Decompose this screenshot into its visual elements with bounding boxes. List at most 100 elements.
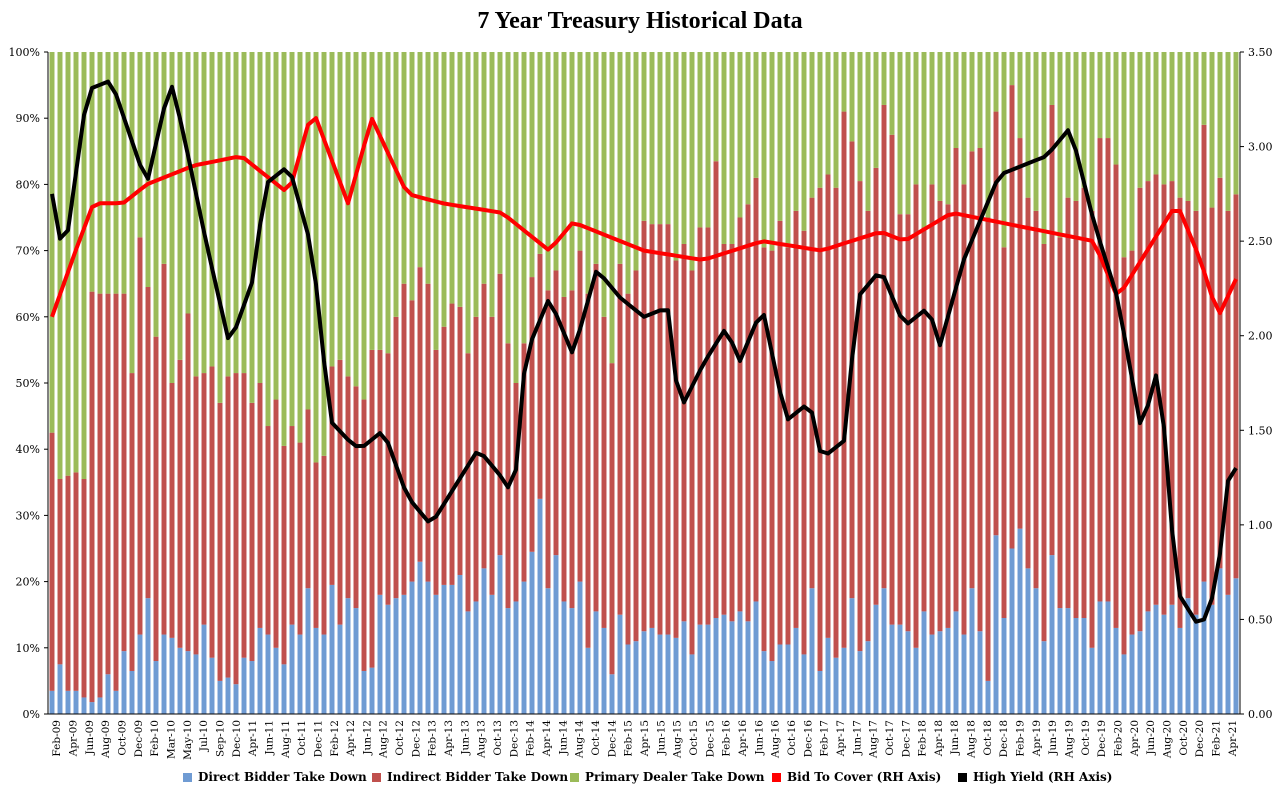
right-tick-label: 0.50: [1248, 613, 1273, 626]
bar-indirect: [81, 478, 87, 698]
bar-primary: [1193, 52, 1199, 211]
bar-direct: [1017, 528, 1023, 714]
bar-direct: [657, 634, 663, 714]
legend-label: High Yield (RH Axis): [973, 770, 1113, 784]
bar-primary: [553, 52, 559, 271]
bar-direct: [1217, 568, 1223, 714]
bar-indirect: [1145, 181, 1151, 612]
bar-indirect: [185, 313, 191, 652]
bar-direct: [273, 647, 279, 714]
bar-primary: [313, 52, 319, 463]
bar-direct: [369, 667, 375, 714]
bar-direct: [321, 634, 327, 714]
bar-direct: [1033, 588, 1039, 714]
bar-primary: [209, 52, 215, 367]
bar-indirect: [817, 187, 823, 671]
bar-indirect: [737, 217, 743, 612]
bar-direct: [1097, 601, 1103, 714]
bar-primary: [633, 52, 639, 271]
axes-layer: 0% 10% 20% 30% 40% 50% 60% 70% 80% 90% 100% 0.00 0.5…: [9, 46, 1273, 760]
bar-primary: [841, 52, 847, 112]
bar-direct: [1113, 627, 1119, 714]
bar-indirect: [497, 273, 503, 556]
bar-direct: [1185, 598, 1191, 714]
bar-primary: [393, 52, 399, 317]
bar-direct: [81, 697, 87, 714]
bar-primary: [121, 52, 127, 294]
bar-primary: [281, 52, 287, 446]
bar-primary: [1113, 52, 1119, 165]
bar-direct: [561, 601, 567, 714]
bar-primary: [777, 52, 783, 221]
bar-direct: [241, 657, 247, 714]
chart: 0% 10% 20% 30% 40% 50% 60% 70% 80% 90% 100% 0.00 0.5…: [9, 46, 1273, 760]
bar-direct: [313, 627, 319, 714]
bar-primary: [1161, 52, 1167, 185]
bar-direct: [201, 624, 207, 714]
left-tick-label: 90%: [16, 112, 40, 125]
bar-direct: [193, 654, 199, 714]
bar-indirect: [665, 224, 671, 635]
bar-indirect: [289, 426, 295, 625]
bar-primary: [673, 52, 679, 261]
bar-primary: [201, 52, 207, 374]
bar-primary: [473, 52, 479, 317]
bar-indirect: [89, 291, 95, 703]
bar-indirect: [617, 263, 623, 615]
bar-primary: [1185, 52, 1191, 201]
bar-direct: [961, 634, 967, 714]
x-tick-label: Dec-13: [508, 720, 520, 757]
bar-primary: [377, 52, 383, 350]
bar-indirect: [625, 293, 631, 645]
bar-indirect: [977, 147, 983, 632]
bar-indirect: [513, 383, 519, 602]
bar-indirect: [857, 181, 863, 652]
bar-direct: [817, 670, 823, 714]
bar-indirect: [161, 263, 167, 635]
bar-direct: [969, 588, 975, 714]
left-tick-label: 0%: [23, 708, 40, 721]
bar-indirect: [265, 426, 271, 635]
x-tick-label: Aug-14: [574, 720, 586, 759]
bar-primary: [81, 52, 87, 479]
bar-primary: [57, 52, 63, 479]
x-tick-label: Dec-10: [231, 720, 243, 757]
bar-direct: [857, 651, 863, 714]
bar-indirect: [865, 210, 871, 642]
x-tick-label: Aug-19: [1064, 720, 1076, 759]
bar-direct: [281, 664, 287, 714]
bar-direct: [841, 647, 847, 714]
bar-direct: [585, 647, 591, 714]
bar-direct: [1009, 548, 1015, 714]
x-tick-label: Aug-13: [476, 720, 488, 759]
legend-swatch: [570, 772, 579, 782]
bar-primary: [417, 52, 423, 268]
bar-indirect: [521, 343, 527, 582]
bar-primary: [1153, 52, 1159, 175]
x-tick-label: Jun-13: [459, 720, 471, 756]
bar-direct: [289, 624, 295, 714]
bar-direct: [985, 680, 991, 714]
bar-direct: [593, 611, 599, 714]
bar-primary: [793, 52, 799, 211]
bar-indirect: [297, 442, 303, 635]
x-tick-label: Oct-15: [688, 720, 700, 756]
bar-direct: [361, 670, 367, 714]
bar-indirect: [369, 349, 375, 668]
left-tick-label: 100%: [9, 46, 40, 59]
x-tick-label: Aug-20: [1162, 720, 1174, 759]
bar-direct: [737, 611, 743, 714]
bar-direct: [457, 574, 463, 714]
bar-direct: [577, 581, 583, 714]
bar-indirect: [73, 472, 79, 691]
bar-direct: [1209, 604, 1215, 714]
x-tick-label: Feb-15: [623, 720, 635, 757]
x-tick-label: Apr-15: [639, 720, 651, 757]
x-tick-label: Dec-16: [802, 720, 814, 758]
bar-direct: [353, 608, 359, 714]
bar-indirect: [145, 287, 151, 599]
x-tick-label: Oct-17: [884, 720, 896, 756]
bar-direct: [1225, 594, 1231, 714]
bar-direct: [785, 644, 791, 714]
x-tick-label: Feb-18: [917, 720, 929, 757]
